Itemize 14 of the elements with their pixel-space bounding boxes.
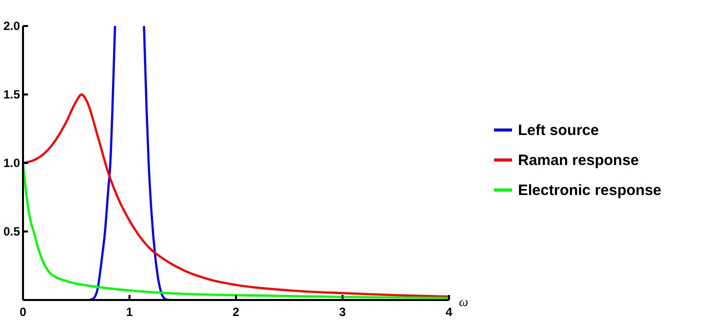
line-series: [23, 93, 449, 298]
x-tick-label: 4: [446, 305, 453, 319]
x-tick-label: 3: [339, 305, 346, 319]
legend-label: Electronic response: [518, 182, 662, 199]
x-tick-label: 0: [20, 305, 27, 319]
x-tick-label: 2: [232, 305, 240, 319]
x-tick-label: 1: [126, 305, 134, 319]
y-tick-label: 2.0: [3, 19, 20, 33]
x-axis-title: ω: [459, 294, 468, 309]
legend-label: Left source: [518, 122, 599, 139]
y-tick-label: 0.5: [3, 224, 20, 238]
y-tick-label: 1.5: [3, 88, 20, 102]
y-tick-label: 1.0: [3, 156, 20, 170]
legend-label: Raman response: [518, 152, 639, 169]
